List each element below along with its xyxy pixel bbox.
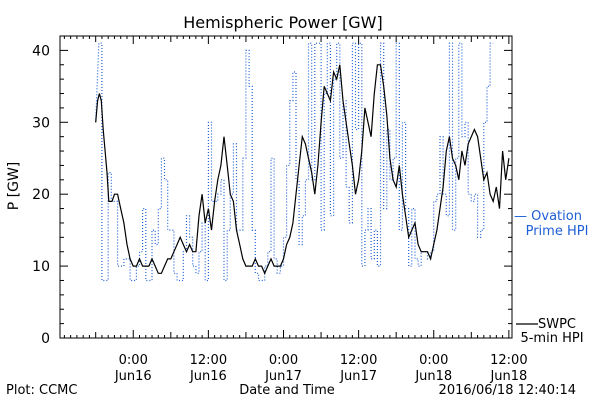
legend-swpc-line2: 5-min HPI [520, 331, 583, 346]
legend-swpc-line1: SWPC [538, 317, 576, 332]
legend-ovation-line1: — Ovation [514, 209, 582, 224]
x-tick-date: Jun17 [339, 369, 377, 384]
x-tick-date: Jun16 [189, 369, 227, 384]
x-tick-time: 12:00 [490, 353, 527, 368]
y-tick-label: 20 [32, 187, 50, 203]
legend-ovation-line2: Prime HPI [526, 224, 589, 239]
y-axis-ticks: 0 10 20 30 40 [32, 35, 512, 347]
plot-area [95, 42, 510, 282]
x-tick-date: Jun18 [489, 369, 527, 384]
series-swpc-5min-hpi [95, 64, 510, 275]
y-tick-label: 40 [32, 43, 50, 59]
footer-credit: Plot: CCMC [6, 383, 77, 398]
x-tick-time: 0:00 [119, 353, 148, 368]
x-tick-time: 12:00 [190, 353, 227, 368]
x-tick-date: Jun17 [264, 369, 302, 384]
x-tick-time: 0:00 [419, 353, 448, 368]
y-tick-label: 0 [41, 331, 50, 347]
chart-title: Hemispheric Power [GW] [183, 13, 382, 32]
y-axis-label: P [GW] [6, 162, 22, 211]
y-tick-label: 30 [32, 115, 50, 131]
footer-timestamp: 2016/06/18 12:40:14 [439, 383, 576, 398]
legend-ovation: — Ovation Prime HPI [514, 209, 588, 239]
x-tick-time: 12:00 [340, 353, 377, 368]
x-tick-date: Jun18 [414, 369, 452, 384]
x-axis-ticks: 0:00Jun1612:00Jun160:00Jun1712:00Jun170:… [63, 36, 528, 384]
x-axis-label: Date and Time [239, 383, 335, 398]
y-tick-label: 10 [32, 259, 50, 275]
plot-frame [59, 35, 513, 339]
x-tick-time: 0:00 [269, 353, 298, 368]
x-tick-date: Jun16 [114, 369, 152, 384]
legend-swpc: SWPC 5-min HPI [516, 317, 584, 346]
series-ovation-prime-hpi [95, 42, 494, 282]
